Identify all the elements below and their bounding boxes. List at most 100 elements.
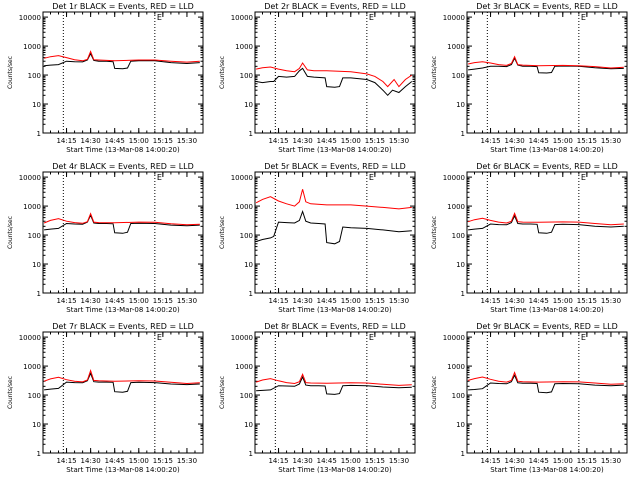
x-tick-label: 14:15 <box>268 137 288 145</box>
y-tick-label: 100 <box>240 72 253 80</box>
panel-title: Det 9r BLACK = Events, RED = LLD <box>476 322 618 331</box>
x-tick-label: 14:30 <box>293 137 313 145</box>
x-tick-label: 15:15 <box>365 297 385 305</box>
y-axis-label: Counts/sec <box>7 376 14 409</box>
panel-title: Det 2r BLACK = Events, RED = LLD <box>264 2 406 11</box>
y-tick-label: 1000 <box>23 203 41 211</box>
y-tick-label: 10 <box>244 421 253 429</box>
panel-title: Det 4r BLACK = Events, RED = LLD <box>52 162 194 171</box>
lld-series-line <box>43 50 200 63</box>
x-axis-label: Start Time (13-Mar-08 14:00:20) <box>278 466 392 474</box>
panel-det-6r: Det 6r BLACK = Events, RED = LLD E 1 10 100 1… <box>431 162 628 314</box>
panel-title: Det 3r BLACK = Events, RED = LLD <box>476 2 618 11</box>
marker-label: E <box>581 13 586 22</box>
x-axis-label: Start Time (13-Mar-08 14:00:20) <box>490 146 604 154</box>
x-tick-label: 15:00 <box>129 297 149 305</box>
x-tick-label: 15:15 <box>577 137 597 145</box>
panel-det-8r: Det 8r BLACK = Events, RED = LLD E 1 10 100 1… <box>219 322 416 474</box>
x-axis-label: Start Time (13-Mar-08 14:00:20) <box>278 146 392 154</box>
marker-label: E <box>157 13 162 22</box>
x-tick-label: 15:15 <box>577 457 597 465</box>
y-tick-label: 10000 <box>443 334 465 342</box>
x-tick-label: 14:45 <box>317 137 337 145</box>
x-tick-label: 15:00 <box>553 297 573 305</box>
marker-label: E <box>581 333 586 342</box>
y-tick-label: 10 <box>32 261 41 269</box>
marker-label: E <box>369 13 374 22</box>
x-tick-label: 15:00 <box>341 457 361 465</box>
x-tick-label: 15:00 <box>341 137 361 145</box>
panel-title: Det 6r BLACK = Events, RED = LLD <box>476 162 618 171</box>
y-tick-label: 10 <box>456 261 465 269</box>
x-tick-label: 14:15 <box>268 457 288 465</box>
panel-title: Det 7r BLACK = Events, RED = LLD <box>52 322 194 331</box>
x-axis-label: Start Time (13-Mar-08 14:00:20) <box>66 306 180 314</box>
plot-frame <box>254 11 416 134</box>
y-tick-label: 10000 <box>443 14 465 22</box>
y-tick-label: 100 <box>28 232 41 240</box>
panel-det-7r: Det 7r BLACK = Events, RED = LLD E 1 10 100 1… <box>7 322 204 474</box>
panel-det-9r: Det 9r BLACK = Events, RED = LLD E 1 10 100 1… <box>431 322 628 474</box>
x-tick-label: 15:30 <box>389 297 409 305</box>
panel-title: Det 1r BLACK = Events, RED = LLD <box>52 2 194 11</box>
panel-det-1r: Det 1r BLACK = Events, RED = LLD E 1 10 100 1… <box>7 2 204 154</box>
y-tick-label: 100 <box>452 72 465 80</box>
x-tick-label: 14:15 <box>480 137 500 145</box>
y-tick-label: 1 <box>249 130 253 138</box>
events-series-line <box>44 372 200 393</box>
y-tick-label: 100 <box>28 72 41 80</box>
y-tick-label: 10 <box>32 421 41 429</box>
x-tick-label: 15:15 <box>365 137 385 145</box>
x-tick-label: 14:15 <box>56 297 76 305</box>
y-tick-label: 1000 <box>235 363 253 371</box>
y-tick-label: 10 <box>456 101 465 109</box>
panel-det-5r: Det 5r BLACK = Events, RED = LLD E 1 10 100 1… <box>219 162 416 314</box>
x-tick-label: 14:30 <box>293 297 313 305</box>
y-tick-label: 1 <box>249 450 253 458</box>
x-tick-label: 14:45 <box>105 297 125 305</box>
marker-label: E <box>157 173 162 182</box>
x-tick-label: 15:30 <box>177 137 197 145</box>
marker-label: E <box>369 333 374 342</box>
x-tick-label: 15:15 <box>577 297 597 305</box>
y-tick-label: 1 <box>37 130 41 138</box>
y-tick-label: 100 <box>240 392 253 400</box>
x-tick-label: 15:30 <box>601 297 621 305</box>
lld-series-line <box>43 369 200 385</box>
panel-title: Det 5r BLACK = Events, RED = LLD <box>264 162 406 171</box>
x-tick-label: 14:30 <box>293 457 313 465</box>
x-tick-label: 15:30 <box>389 457 409 465</box>
events-series-line <box>44 52 200 70</box>
x-tick-label: 14:15 <box>56 137 76 145</box>
y-tick-label: 1000 <box>447 203 465 211</box>
x-tick-label: 15:30 <box>177 297 197 305</box>
y-tick-label: 10000 <box>19 174 41 182</box>
x-tick-label: 14:30 <box>81 297 101 305</box>
lld-series-line <box>467 212 624 226</box>
x-tick-label: 14:45 <box>317 457 337 465</box>
y-tick-label: 1000 <box>447 43 465 51</box>
x-tick-label: 15:30 <box>601 137 621 145</box>
plot-frame <box>42 171 204 294</box>
x-tick-label: 15:00 <box>129 137 149 145</box>
y-tick-label: 10 <box>32 101 41 109</box>
x-tick-label: 15:00 <box>341 297 361 305</box>
y-tick-label: 1 <box>461 450 465 458</box>
lld-series-line <box>467 55 624 69</box>
y-tick-label: 1000 <box>447 363 465 371</box>
y-tick-label: 100 <box>240 232 253 240</box>
x-tick-label: 14:30 <box>81 137 101 145</box>
marker-label: E <box>157 333 162 342</box>
events-series-line <box>44 214 200 234</box>
x-tick-label: 14:45 <box>105 137 125 145</box>
lld-series-line <box>255 62 413 88</box>
x-tick-label: 15:00 <box>553 457 573 465</box>
x-axis-label: Start Time (13-Mar-08 14:00:20) <box>66 146 180 154</box>
y-axis-label: Counts/sec <box>219 56 226 89</box>
x-tick-label: 14:30 <box>505 137 525 145</box>
marker-label: E <box>581 173 586 182</box>
y-axis-label: Counts/sec <box>219 216 226 249</box>
y-tick-label: 1 <box>461 130 465 138</box>
y-tick-label: 1 <box>249 290 253 298</box>
